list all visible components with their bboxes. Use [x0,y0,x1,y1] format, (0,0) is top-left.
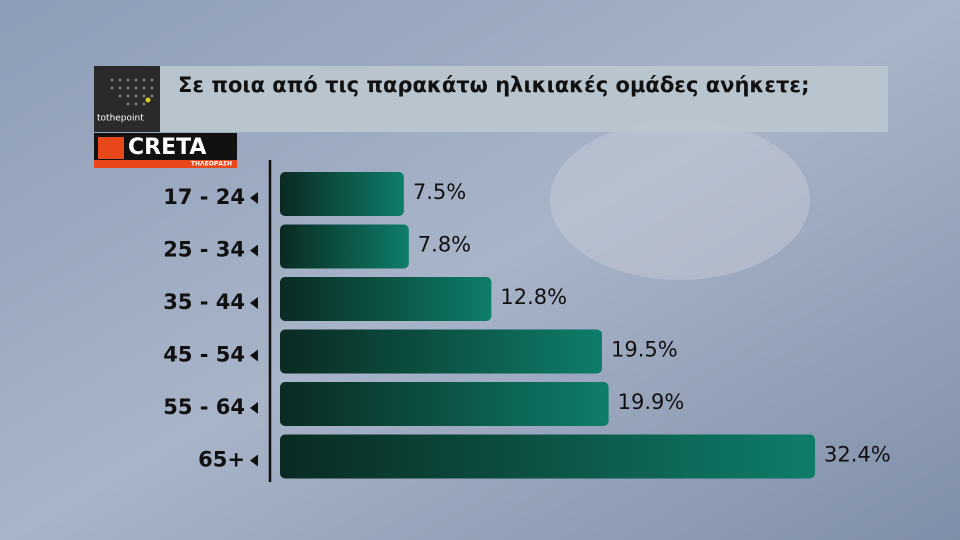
channel-stripe [94,160,237,168]
bar [280,434,815,479]
category-label: 25 - 34 [163,238,245,262]
category-label: 45 - 54 [163,343,245,367]
logo-dots [110,78,154,106]
bar [280,277,492,321]
bar [280,329,602,374]
hand-shape [550,120,810,280]
title-box [160,66,888,132]
value-label: 7.5% [413,180,466,204]
value-label: 7.8% [418,233,471,257]
pollster-name: tothepoint [97,114,144,124]
category-pointer [250,349,258,362]
category-label: 35 - 44 [163,290,245,314]
channel-subtitle: ΤΗΛΕΟΡΑΣΗ [191,161,232,168]
bar [280,172,404,216]
category-pointer [250,192,258,204]
category-pointer [250,402,258,414]
value-label: 32.4% [824,443,891,467]
value-label: 19.5% [611,338,678,362]
bar [280,382,609,426]
category-label: 65+ [198,448,245,472]
category-pointer [250,454,258,467]
value-label: 19.9% [618,390,685,414]
category-label: 17 - 24 [163,185,245,209]
category-label: 55 - 64 [163,395,245,419]
channel-logo-mark [98,137,124,159]
category-pointer [250,297,258,309]
value-label: 12.8% [500,285,567,309]
channel-name: CRETA [128,135,206,160]
logo-dot-accent [145,97,151,103]
chart-title: Σε ποια από τις παρακάτω ηλικιακές ομάδε… [178,73,810,97]
category-pointer [250,244,258,257]
bar [280,224,409,269]
